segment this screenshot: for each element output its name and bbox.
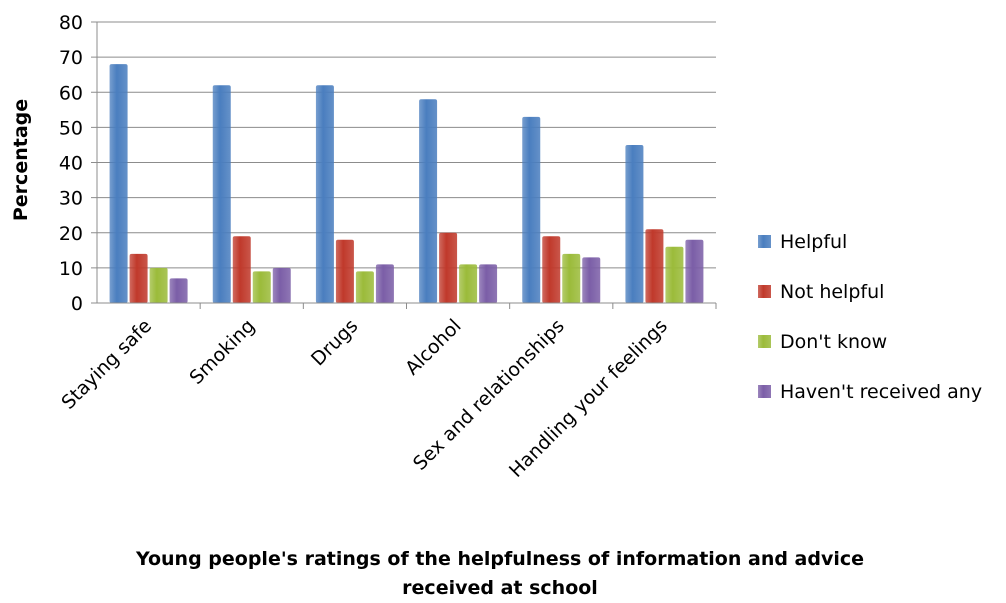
legend-swatch-don-t-know xyxy=(758,335,771,348)
y-tick-label: 80 xyxy=(59,12,83,34)
bar-helpful-sex-and-relationships xyxy=(522,116,541,304)
legend-swatch-not-helpful xyxy=(758,285,771,298)
bar-haven-t-received-any-drugs xyxy=(375,264,394,303)
bar-helpful-drugs xyxy=(315,85,334,303)
bar-haven-t-received-any-staying-safe xyxy=(169,278,188,303)
bars xyxy=(109,64,704,304)
legend-label-not-helpful: Not helpful xyxy=(780,281,884,303)
bar-not-helpful-smoking xyxy=(232,236,251,303)
bar-helpful-smoking xyxy=(212,85,231,303)
x-tick-label: Drugs xyxy=(307,315,362,370)
y-tick-label: 50 xyxy=(59,117,83,139)
legend-label-helpful: Helpful xyxy=(780,231,847,253)
legend: Helpful Not helpful Don't know Haven't rece… xyxy=(758,231,982,403)
bar-don-t-know-alcohol xyxy=(459,264,478,303)
y-tick-label: 0 xyxy=(71,293,83,315)
bar-don-t-know-drugs xyxy=(355,271,374,303)
y-tick-label: 70 xyxy=(59,47,83,69)
gridlines xyxy=(97,21,716,304)
bar-helpful-handling-your-feelings xyxy=(625,144,644,303)
x-tick-label: Smoking xyxy=(185,315,259,389)
y-tick-label: 10 xyxy=(59,258,83,280)
legend-label-haven-t-received-any: Haven't received any xyxy=(780,381,982,403)
bar-not-helpful-sex-and-relationships xyxy=(542,236,561,303)
x-tick-label: Staying safe xyxy=(57,315,156,414)
bar-not-helpful-alcohol xyxy=(439,232,458,303)
bar-not-helpful-handling-your-feelings xyxy=(645,229,664,303)
x-tick-label: Alcohol xyxy=(401,315,466,380)
bar-haven-t-received-any-sex-and-relationships xyxy=(582,257,601,303)
bar-haven-t-received-any-alcohol xyxy=(479,264,498,303)
y-tick-label: 30 xyxy=(59,188,83,210)
y-tick-label: 40 xyxy=(59,153,83,175)
bar-helpful-staying-safe xyxy=(109,64,128,304)
y-axis-title: Percentage xyxy=(10,99,32,221)
legend-swatch-haven-t-received-any xyxy=(758,385,771,398)
bar-don-t-know-smoking xyxy=(252,271,271,303)
legend-swatch-helpful xyxy=(758,235,771,248)
bar-haven-t-received-any-smoking xyxy=(272,267,291,303)
axes: 0 10 20 30 40 50 60 70 80 Staying safe Smoking Drug… xyxy=(57,12,717,482)
bar-not-helpful-staying-safe xyxy=(129,253,148,303)
y-tick-label: 20 xyxy=(59,223,83,245)
legend-label-don-t-know: Don't know xyxy=(780,331,887,353)
bar-don-t-know-staying-safe xyxy=(149,267,168,303)
bar-don-t-know-handling-your-feelings xyxy=(665,246,684,303)
bar-don-t-know-sex-and-relationships xyxy=(562,253,581,303)
bar-not-helpful-drugs xyxy=(335,239,354,303)
y-tick-label: 60 xyxy=(59,82,83,104)
bar-helpful-alcohol xyxy=(419,99,438,304)
chart-title: Young people's ratings of the helpfulnes… xyxy=(135,548,865,599)
bar-haven-t-received-any-handling-your-feelings xyxy=(685,239,704,303)
